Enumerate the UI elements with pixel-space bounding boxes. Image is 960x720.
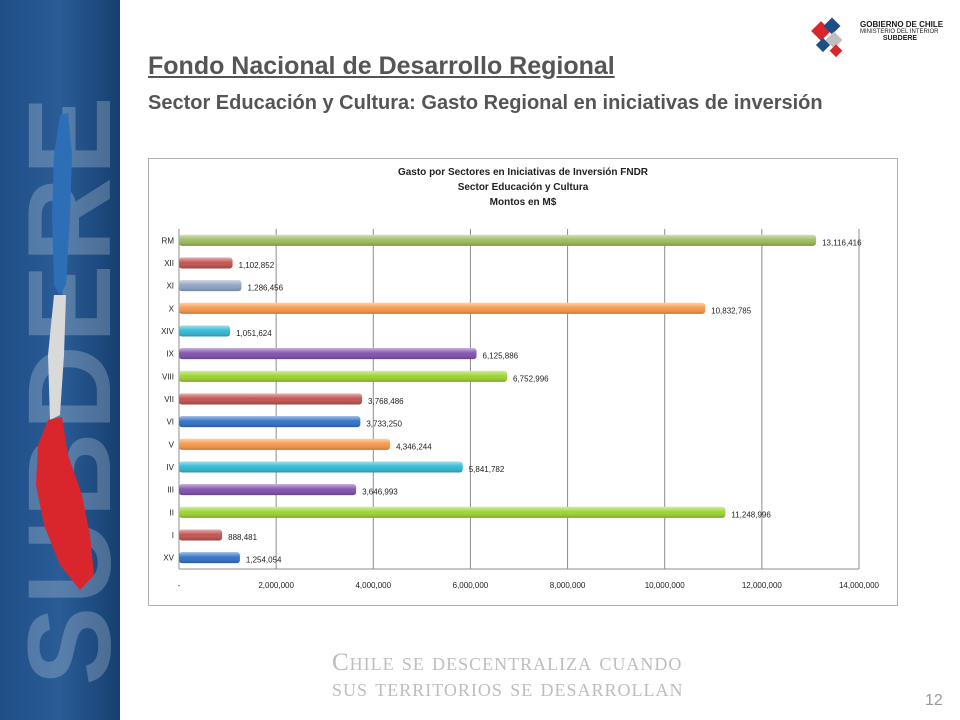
bar-value-label: 6,752,996 xyxy=(513,374,549,383)
x-tick-label: 12,000,000 xyxy=(742,581,783,590)
logo-emblem-icon xyxy=(811,17,843,58)
bar-highlight xyxy=(179,484,357,496)
logo-line-3: SUBDERE xyxy=(882,35,918,42)
government-logo: GOBIERNO DE CHILE MINISTERIO DEL INTERIO… xyxy=(808,14,958,64)
y-category-label: I xyxy=(172,531,174,540)
bar-value-label: 3,768,486 xyxy=(368,397,404,406)
chile-map-graphic xyxy=(36,113,94,590)
x-tick-label: 8,000,000 xyxy=(550,581,586,590)
bar-chart: - 2,000,000 4,000,000 6,000,000 8,000,000 10,… xyxy=(161,229,880,590)
bar-value-label: 13,116,416 xyxy=(822,238,862,247)
bar-value-label: 5,841,782 xyxy=(469,465,505,474)
bar-value-label: 6,125,886 xyxy=(483,352,519,361)
y-category-label: II xyxy=(170,508,174,517)
logo-line-2: MINISTERIO DEL INTERIOR xyxy=(860,29,939,35)
bar-highlight xyxy=(179,370,508,382)
bar-value-label: 3,733,250 xyxy=(366,420,402,429)
y-category-label: VI xyxy=(166,418,174,427)
y-category-label: XIV xyxy=(161,327,175,336)
bar-value-label: 1,051,624 xyxy=(236,329,272,338)
y-category-label: III xyxy=(167,486,174,495)
bar-highlight xyxy=(179,529,223,541)
chart-title-line-3: Montos en M$ xyxy=(489,197,557,208)
y-category-label: RM xyxy=(162,236,175,245)
y-category-label: IV xyxy=(166,463,174,472)
chart-container: Gasto por Sectores en Iniciativas de Inv… xyxy=(148,158,898,606)
y-category-label: XII xyxy=(164,259,174,268)
x-tick-label: 6,000,000 xyxy=(453,581,489,590)
page-subtitle: Sector Educación y Cultura: Gasto Region… xyxy=(148,92,823,114)
bar-highlight xyxy=(179,461,463,473)
logo-line-1: GOBIERNO DE CHILE xyxy=(860,20,944,29)
bar-highlight xyxy=(179,552,240,564)
page-title: Fondo Nacional de Desarrollo Regional xyxy=(148,52,615,80)
bar-highlight xyxy=(179,393,363,405)
bar-highlight xyxy=(179,506,726,518)
x-tick-label: - xyxy=(178,581,181,590)
bar-value-label: 1,254,054 xyxy=(246,556,282,565)
bar-highlight xyxy=(179,234,817,246)
bar-value-label: 1,102,852 xyxy=(239,261,275,270)
footer-line-1: Chile se descentraliza cuando xyxy=(332,649,683,676)
bar-highlight xyxy=(179,257,233,269)
x-tick-label: 10,000,000 xyxy=(645,581,686,590)
y-category-label: X xyxy=(169,304,175,313)
x-tick-label: 4,000,000 xyxy=(355,581,391,590)
bar-value-label: 1,286,456 xyxy=(247,284,283,293)
y-category-label: VIII xyxy=(162,372,174,381)
map-center xyxy=(48,295,66,420)
bar-value-label: 4,346,244 xyxy=(396,442,432,451)
bar-highlight xyxy=(179,438,391,450)
bar-value-label: 888,481 xyxy=(228,533,257,542)
chart-title-line-1: Gasto por Sectores en Iniciativas de Inv… xyxy=(397,167,649,178)
y-category-label: IX xyxy=(166,350,174,359)
chart-title-line-2: Sector Educación y Cultura xyxy=(457,182,589,193)
page-number: 12 xyxy=(925,692,943,709)
bar-value-label: 3,646,993 xyxy=(362,488,398,497)
bar-value-label: 10,832,785 xyxy=(711,306,752,315)
y-category-label: V xyxy=(169,440,175,449)
footer-slogan: Chile se descentraliza cuando sus territ… xyxy=(332,650,683,702)
sidebar-panel: SUBDERE xyxy=(0,0,122,720)
bar-highlight xyxy=(179,416,361,428)
bar-highlight xyxy=(179,302,706,314)
bar-highlight xyxy=(179,280,242,292)
y-category-label: XV xyxy=(163,554,174,563)
map-south xyxy=(36,417,94,590)
y-category-label: XI xyxy=(166,282,174,291)
y-category-label: VII xyxy=(164,395,174,404)
bar-highlight xyxy=(179,348,477,360)
x-tick-label: 2,000,000 xyxy=(258,581,294,590)
x-tick-label: 14,000,000 xyxy=(839,581,880,590)
map-north xyxy=(52,113,72,295)
footer-line-2: sus territorios se desarrollan xyxy=(332,675,684,702)
bar-value-label: 11,248,996 xyxy=(731,510,771,519)
bar-highlight xyxy=(179,325,231,337)
